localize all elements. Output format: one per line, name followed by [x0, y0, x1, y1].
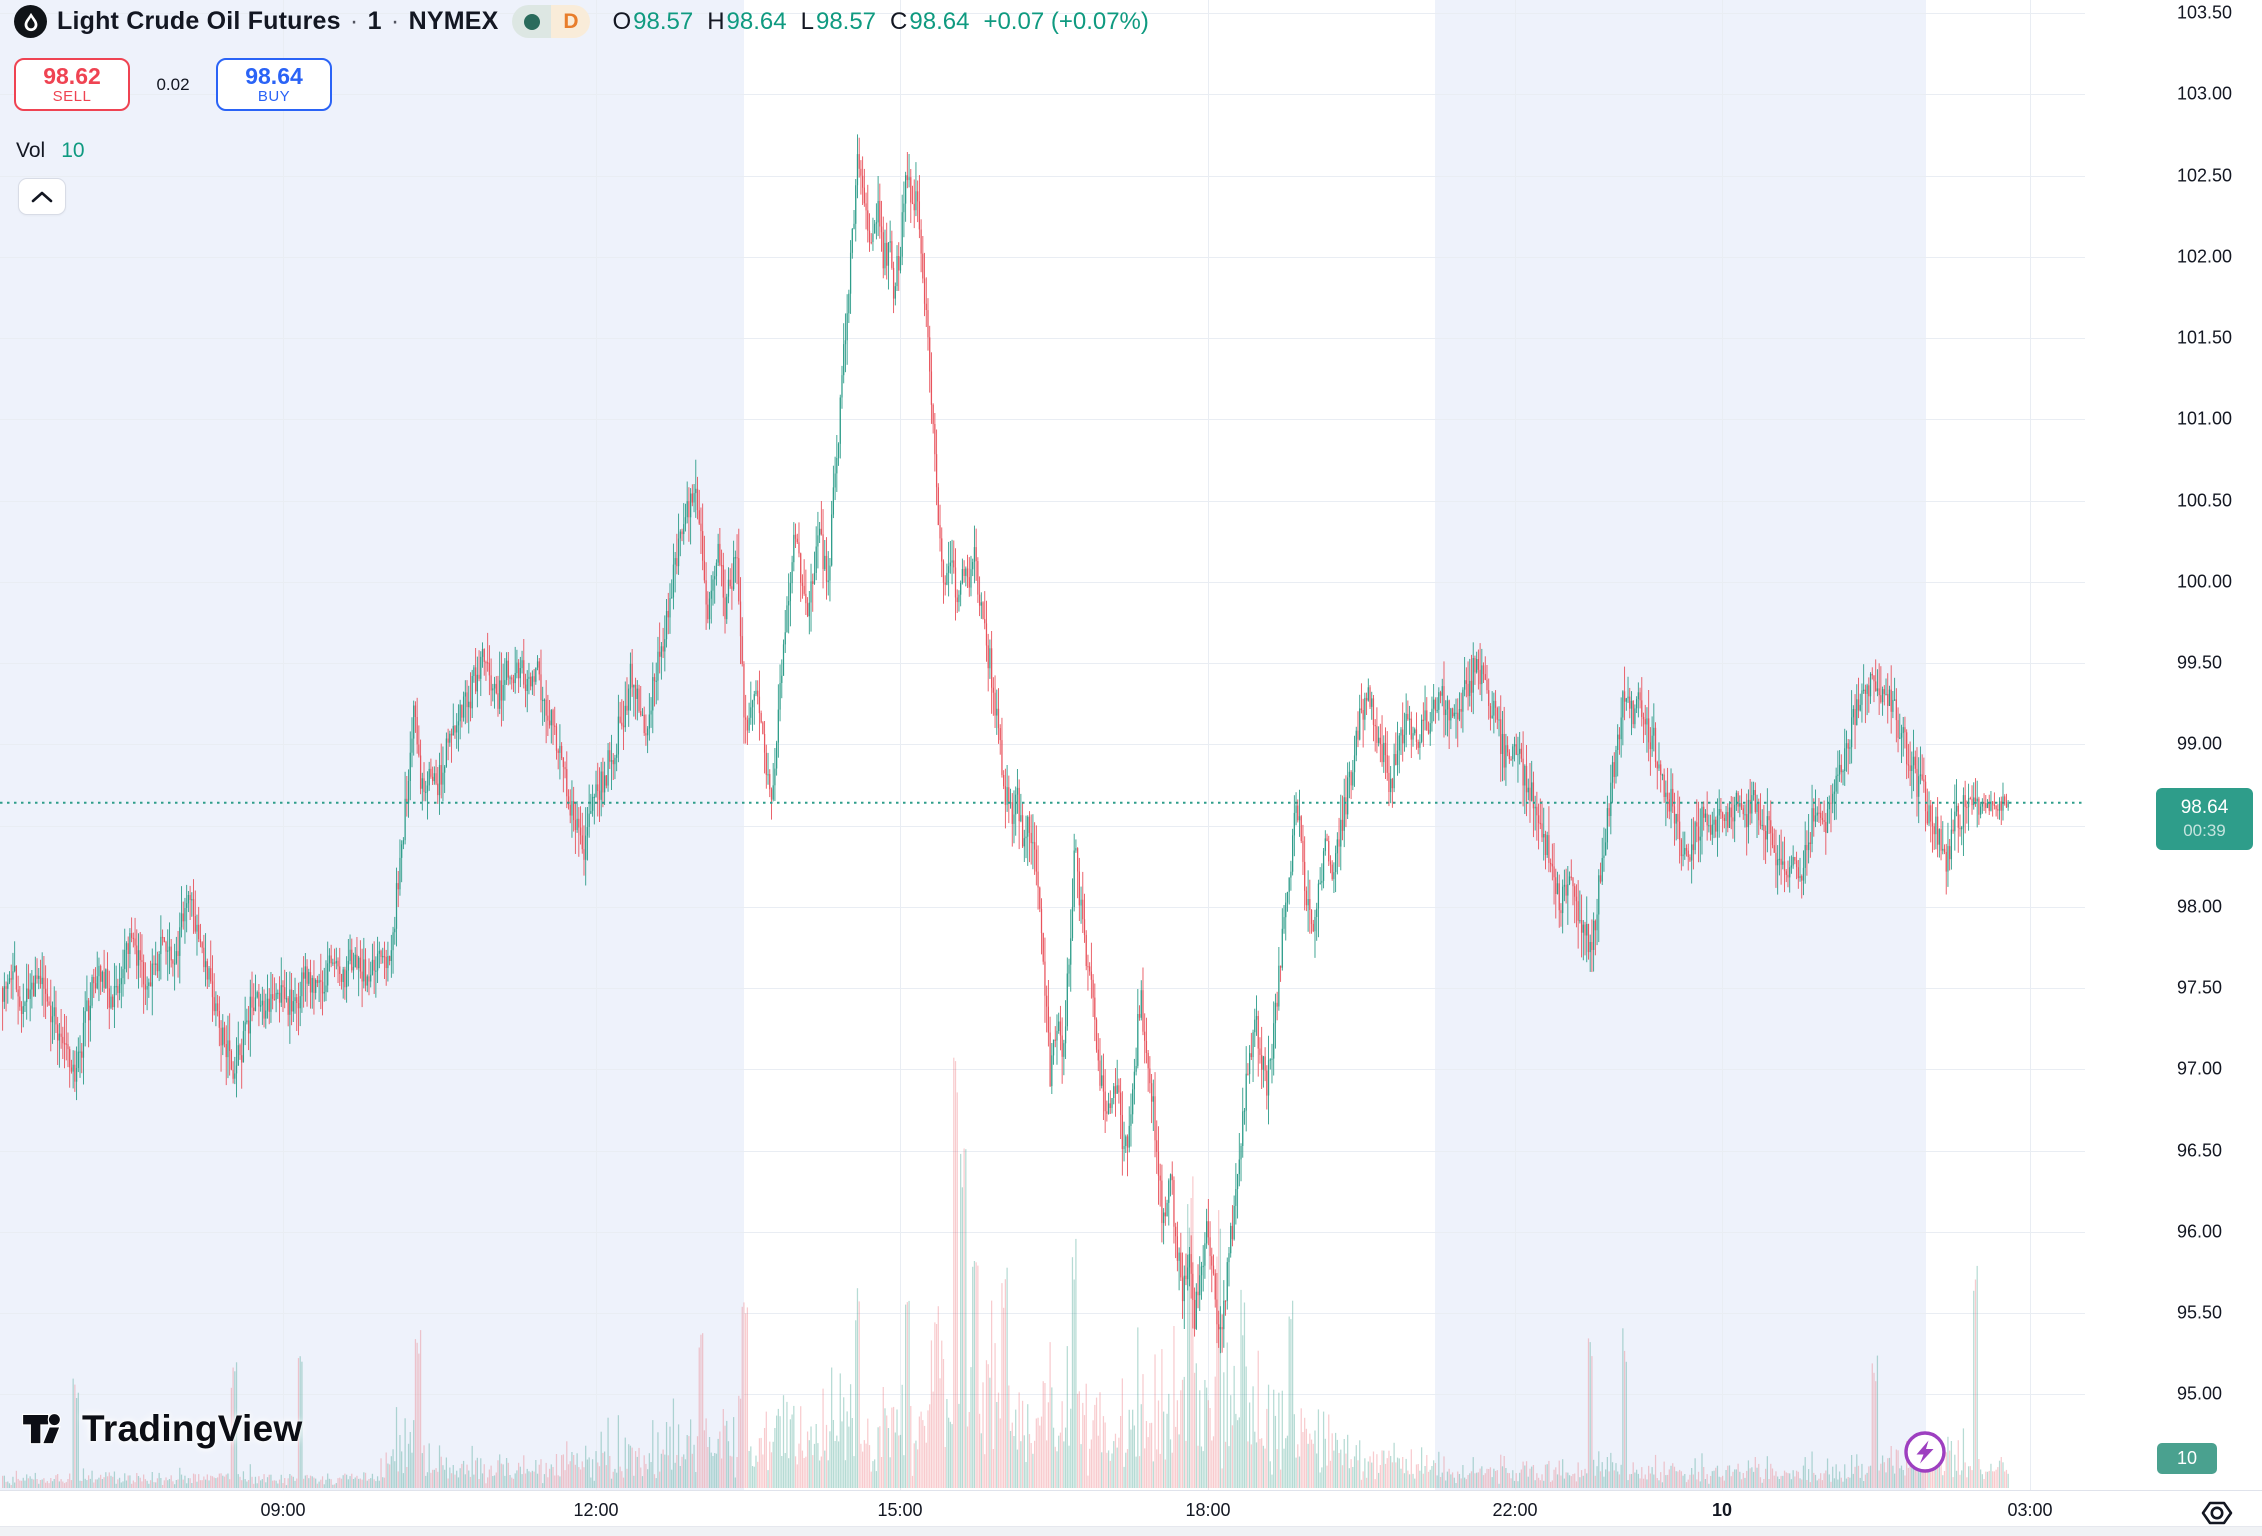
price-tick-label: 100.00 [2177, 571, 2233, 592]
candle-series [2, 134, 2009, 1354]
price-tick-label: 97.50 [2177, 977, 2223, 998]
volume-study-row[interactable]: Vol 10 [16, 139, 85, 163]
low-label: L [800, 7, 814, 35]
daily-marker: D [551, 5, 591, 38]
time-tick-label: 09:00 [260, 1500, 306, 1520]
last-price-label: 98.64 00:39 [2156, 787, 2253, 850]
last-price-value: 98.64 [2180, 797, 2229, 819]
open-value: 98.57 [633, 7, 694, 35]
ohlc-readout: O 98.57 H 98.64 L 98.57 C 98.64 +0.07 (+0.07… [612, 8, 1148, 36]
time-tick-label: 15:00 [877, 1500, 923, 1520]
axis-settings-button[interactable] [2196, 1492, 2238, 1534]
trade-widget: 98.62 SELL 0.02 98.64 BUY [14, 58, 332, 111]
price-tick-label: 102.50 [2177, 165, 2233, 185]
sell-button[interactable]: 98.62 SELL [14, 58, 130, 111]
exchange-name: NYMEX [408, 7, 499, 35]
time-tick-label: 18:00 [1185, 1500, 1231, 1520]
symbol-name: Light Crude Oil Futures [57, 7, 341, 35]
price-tick-label: 99.00 [2177, 733, 2223, 754]
symbol-logo-oil-drop-icon [14, 5, 47, 38]
spread-value: 0.02 [156, 74, 190, 94]
time-tick-label: 22:00 [1492, 1500, 1538, 1520]
time-tick-label: 03:00 [2007, 1500, 2053, 1520]
bar-countdown: 00:39 [2183, 821, 2226, 840]
market-open-dot-icon [523, 13, 540, 30]
time-tick-label-date: 10 [1711, 1500, 1733, 1520]
buy-price: 98.64 [245, 62, 303, 89]
price-tick-label: 98.00 [2177, 896, 2223, 917]
price-axis[interactable]: 98.64 00:39 10 103.50 103.00 102.50 102.00 1… [2085, 0, 2262, 1490]
price-tick-label: 102.00 [2177, 246, 2233, 267]
tradingview-logo-icon [21, 1412, 62, 1445]
price-tick-label: 101.50 [2177, 327, 2233, 348]
open-label: O [612, 7, 632, 35]
price-tick-label: 103.50 [2177, 2, 2233, 23]
separator: · [390, 7, 400, 35]
chevron-up-icon [31, 191, 53, 202]
price-tick-label: 100.50 [2177, 490, 2233, 510]
close-value: 98.64 [909, 7, 970, 35]
separator: · [349, 7, 359, 35]
sell-label: SELL [52, 87, 92, 105]
price-tick-label: 99.50 [2177, 652, 2223, 673]
sell-price: 98.62 [43, 62, 101, 89]
time-tick-label: 12:00 [573, 1500, 619, 1520]
high-label: H [707, 7, 725, 35]
change-value: +0.07 (+0.07%) [983, 7, 1149, 35]
price-tick-label: 95.00 [2177, 1383, 2223, 1404]
price-tick-label: 96.00 [2177, 1221, 2223, 1242]
high-value: 98.64 [726, 7, 787, 35]
instant-trading-button[interactable] [1903, 1430, 1947, 1474]
volume-histogram [2, 1057, 2009, 1488]
low-value: 98.57 [815, 7, 877, 35]
bottom-strip [0, 1526, 2262, 1536]
price-tick-label: 95.50 [2177, 1302, 2223, 1323]
price-tick-label: 101.00 [2177, 408, 2233, 429]
price-tick-label: 103.00 [2177, 83, 2233, 104]
price-tick-label: 97.00 [2177, 1058, 2223, 1079]
price-tick-label: 96.50 [2177, 1140, 2223, 1160]
volume-study-label: Vol [16, 139, 46, 162]
session-status-pill[interactable]: D [512, 5, 591, 38]
oil-drop-icon [24, 12, 37, 31]
interval-value: 1 [367, 7, 382, 35]
tradingview-watermark-text: TradingView [82, 1408, 303, 1449]
market-status-dot-wrap [512, 5, 552, 38]
volume-study-value: 10 [61, 139, 85, 162]
volume-axis-badge: 10 [2157, 1443, 2217, 1474]
gear-icon [2201, 1501, 2233, 1525]
lightning-icon [1904, 1431, 1946, 1473]
close-label: C [890, 7, 908, 35]
buy-button[interactable]: 98.64 BUY [216, 58, 332, 111]
collapse-legend-button[interactable] [18, 178, 66, 215]
tradingview-watermark[interactable]: TradingView [20, 1404, 303, 1454]
buy-label: BUY [257, 87, 291, 105]
symbol-title[interactable]: Light Crude Oil Futures · 1 · NYMEX [57, 7, 498, 36]
